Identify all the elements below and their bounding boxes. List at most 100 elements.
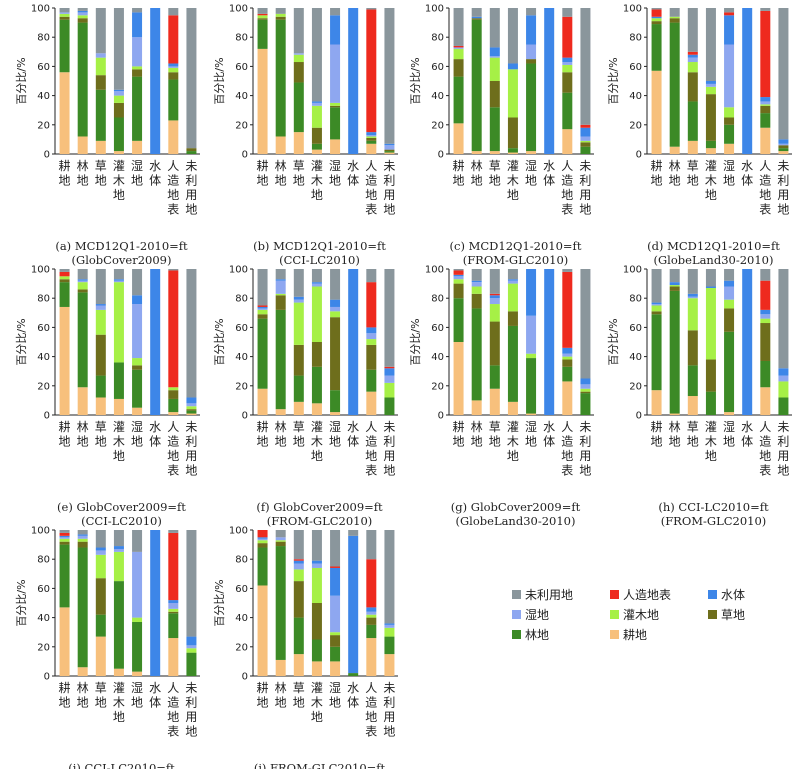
bar-segment <box>778 375 789 382</box>
bar-segment <box>257 543 268 548</box>
bar-segment <box>651 311 662 315</box>
bar-segment <box>687 298 698 331</box>
bar-segment <box>113 398 124 415</box>
bar-segment <box>384 627 395 637</box>
bar-segment <box>59 271 70 277</box>
bar-segment <box>293 299 304 303</box>
bar-segment <box>526 151 537 154</box>
x-category-label: 耕地 <box>453 419 465 449</box>
bar-segment <box>705 287 716 360</box>
bar-segment <box>257 308 268 310</box>
bar-segment <box>562 271 573 348</box>
legend-swatch <box>610 610 619 619</box>
bar-segment <box>59 535 70 538</box>
bar-segment <box>489 293 500 296</box>
bar-segment <box>95 636 106 676</box>
bar-segment <box>168 15 179 64</box>
bar-segment <box>471 286 482 294</box>
bar-segment <box>348 530 359 536</box>
bar-segment <box>724 8 735 13</box>
y-tick-label: 0 <box>44 672 50 683</box>
bar-segment <box>724 331 735 413</box>
bar-segment <box>257 269 268 306</box>
bar-segment <box>95 547 106 551</box>
bar-segment <box>724 412 735 415</box>
bar-segment <box>293 617 304 655</box>
bar-segment <box>311 639 322 662</box>
panel-caption: (b) MCD12Q1-2010=ft <box>253 239 386 253</box>
bar-segment <box>562 269 573 272</box>
bar-segment <box>293 569 304 582</box>
x-category-label: 草地 <box>95 159 107 188</box>
bar-segment <box>132 365 143 370</box>
bar-segment <box>330 44 341 103</box>
bar-segment <box>507 325 518 402</box>
y-tick-label: 80 <box>629 294 642 305</box>
bar-segment <box>132 66 143 70</box>
bar-segment <box>275 269 286 280</box>
legend-label: 耕地 <box>623 627 647 642</box>
bar-segment <box>453 123 464 154</box>
bar-segment <box>59 282 70 307</box>
y-tick-label: 100 <box>31 4 50 15</box>
bar-segment <box>724 12 735 16</box>
bar-segment <box>168 387 179 391</box>
x-category-label: 水体 <box>741 420 753 449</box>
bar-segment <box>366 327 377 334</box>
bar-segment <box>384 269 395 367</box>
panel-caption-sub: (CCI-LC2010) <box>81 514 162 528</box>
x-category-label: 耕地 <box>257 680 269 710</box>
bar-segment <box>150 530 161 676</box>
bar-segment <box>669 8 680 17</box>
bar-segment <box>544 269 555 415</box>
bar-segment <box>132 621 143 672</box>
bar-segment <box>132 76 143 141</box>
bar-segment <box>257 547 268 586</box>
bar-segment <box>669 18 680 23</box>
x-category-label: 草地 <box>95 681 107 710</box>
bar-segment <box>384 624 395 628</box>
bar-segment <box>384 397 395 415</box>
bar-segment <box>113 117 124 152</box>
bar-segment <box>507 311 518 326</box>
bar-segment <box>651 16 662 19</box>
x-category-label: 未利用地 <box>777 159 789 217</box>
bar-segment <box>257 309 268 315</box>
y-tick-label: 80 <box>37 294 50 305</box>
bar-segment <box>705 81 716 84</box>
bar-segment <box>293 344 304 376</box>
x-category-label: 草地 <box>687 420 699 449</box>
bar-segment <box>59 12 70 14</box>
bar-segment <box>366 611 377 615</box>
bar-segment <box>453 48 464 60</box>
y-tick-label: 100 <box>229 526 248 537</box>
bar-segment <box>113 279 124 281</box>
x-category-label: 灌木地 <box>311 159 323 202</box>
bar-segment <box>186 530 197 637</box>
bar-segment <box>311 282 322 284</box>
bar-segment <box>275 13 286 17</box>
legend-label: 水体 <box>721 588 745 602</box>
bar-segment <box>311 269 322 283</box>
x-category-label: 未利用地 <box>383 159 395 217</box>
bar-segment <box>724 107 735 118</box>
bar-segment <box>526 15 537 45</box>
bar-segment <box>77 280 88 283</box>
y-tick-label: 0 <box>242 150 248 161</box>
y-tick-label: 100 <box>31 526 50 537</box>
bar-segment <box>526 8 537 16</box>
bar-segment <box>724 308 735 332</box>
y-tick-label: 40 <box>235 91 248 102</box>
y-tick-label: 0 <box>242 672 248 683</box>
bar-segment <box>580 140 591 143</box>
bar-segment <box>59 269 70 272</box>
bar-segment <box>687 293 698 297</box>
y-tick-label: 0 <box>242 411 248 422</box>
y-tick-label: 20 <box>629 120 642 131</box>
bar-segment <box>366 143 377 154</box>
bar-segment <box>366 137 377 141</box>
bar-segment <box>257 15 268 19</box>
bar-segment <box>669 286 680 291</box>
panel-caption-sub: (GlobeLand30-2010) <box>654 253 774 267</box>
bar-segment <box>293 132 304 154</box>
